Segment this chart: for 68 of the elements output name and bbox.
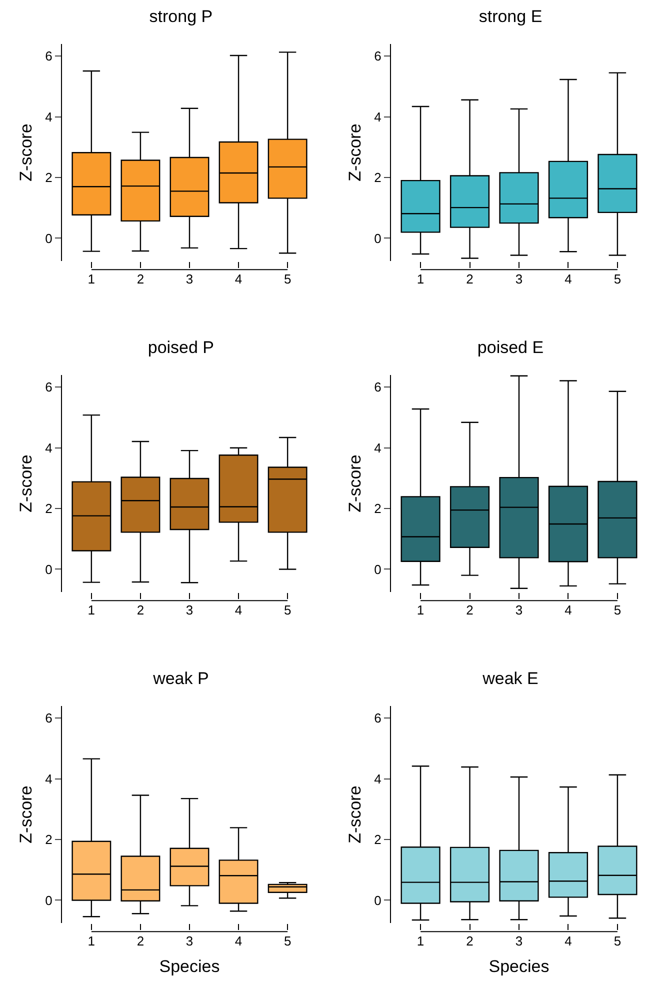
x-tick-label: 1 <box>416 934 424 949</box>
y-axis-title: Z-score <box>346 786 365 844</box>
y-tick-label: 0 <box>45 562 52 577</box>
x-tick-label: 4 <box>564 272 572 287</box>
y-tick-label: 0 <box>374 562 382 577</box>
y-tick-label: 0 <box>45 230 52 246</box>
x-tick-label: 2 <box>466 272 474 287</box>
y-tick-label: 2 <box>45 170 52 186</box>
x-tick-label: 4 <box>234 602 242 618</box>
x-tick-label: 1 <box>416 272 424 287</box>
y-axis-title: Z-score <box>16 786 36 844</box>
chart-title: strong P <box>149 6 213 26</box>
x-tick-label: 4 <box>564 602 572 618</box>
x-axis-title: Species <box>488 957 550 976</box>
y-axis-title: Z-score <box>346 124 365 182</box>
chart-title: strong E <box>478 6 542 26</box>
x-tick-label: 3 <box>186 272 194 287</box>
y-tick-label: 2 <box>45 501 52 516</box>
chart-title: weak P <box>152 668 209 688</box>
x-tick-label: 1 <box>416 602 424 618</box>
x-tick-label: 2 <box>136 602 144 618</box>
x-tick-label: 5 <box>284 272 292 287</box>
chart-title: weak E <box>482 668 538 688</box>
x-tick-label: 4 <box>234 934 242 949</box>
x-tick-label: 2 <box>466 934 474 949</box>
y-axis-title: Z-score <box>346 454 365 512</box>
y-tick-label: 6 <box>374 380 382 395</box>
y-tick-label: 0 <box>374 230 382 246</box>
x-tick-label: 1 <box>88 272 96 287</box>
x-tick-label: 5 <box>614 272 622 287</box>
x-tick-label: 5 <box>284 602 292 618</box>
y-tick-label: 4 <box>374 771 382 786</box>
y-tick-label: 6 <box>374 710 382 726</box>
y-tick-label: 4 <box>374 109 382 124</box>
y-axis-title: Z-score <box>16 454 36 512</box>
y-tick-label: 4 <box>45 440 52 456</box>
y-tick-label: 2 <box>45 832 52 848</box>
y-tick-label: 0 <box>374 892 382 908</box>
y-tick-label: 6 <box>374 48 382 64</box>
y-tick-label: 6 <box>45 380 52 395</box>
chart-title: poised P <box>148 338 214 357</box>
chart-title: poised E <box>477 338 544 357</box>
x-tick-label: 5 <box>284 934 292 949</box>
y-tick-label: 0 <box>45 892 52 908</box>
x-tick-label: 5 <box>614 934 622 949</box>
x-tick-label: 2 <box>136 272 144 287</box>
x-tick-label: 3 <box>186 934 194 949</box>
y-tick-label: 2 <box>374 170 382 186</box>
x-tick-label: 5 <box>614 602 622 618</box>
x-tick-label: 2 <box>136 934 144 949</box>
x-tick-label: 3 <box>186 602 194 618</box>
y-tick-label: 6 <box>45 710 52 726</box>
x-tick-label: 3 <box>515 272 523 287</box>
x-tick-label: 4 <box>564 934 572 949</box>
x-tick-label: 1 <box>88 602 96 618</box>
x-tick-label: 1 <box>88 934 96 949</box>
x-axis-title: Species <box>159 957 220 976</box>
y-tick-label: 2 <box>374 501 382 516</box>
x-tick-label: 3 <box>515 934 523 949</box>
y-tick-label: 4 <box>45 771 52 786</box>
x-tick-label: 3 <box>515 602 523 618</box>
y-tick-label: 2 <box>374 832 382 848</box>
y-tick-label: 4 <box>374 440 382 456</box>
y-tick-label: 4 <box>45 109 52 124</box>
x-tick-label: 4 <box>234 272 242 287</box>
y-axis-title: Z-score <box>16 124 36 182</box>
x-tick-label: 2 <box>466 602 474 618</box>
y-tick-label: 6 <box>45 48 52 64</box>
